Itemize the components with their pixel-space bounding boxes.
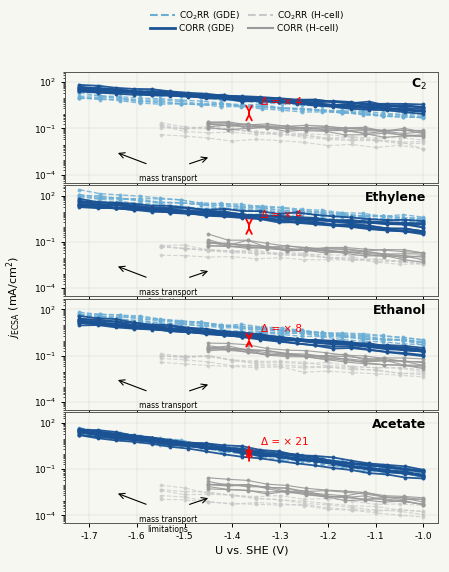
Text: $j_{\mathrm{ECSA}}$ (mA/cm$^2$): $j_{\mathrm{ECSA}}$ (mA/cm$^2$) xyxy=(4,256,23,339)
Text: Δ = × 4: Δ = × 4 xyxy=(261,210,302,220)
Text: Δ = × 4: Δ = × 4 xyxy=(261,97,302,106)
Text: C$_2$: C$_2$ xyxy=(411,77,427,92)
Text: mass transport
limitations: mass transport limitations xyxy=(139,288,197,307)
X-axis label: U vs. SHE (V): U vs. SHE (V) xyxy=(215,546,288,555)
Legend: CO$_2$RR (GDE), CORR (GDE), CO$_2$RR (H-cell), CORR (H-cell): CO$_2$RR (GDE), CORR (GDE), CO$_2$RR (H-… xyxy=(146,6,348,37)
Text: Δ = × 8: Δ = × 8 xyxy=(261,324,302,333)
Text: Ethanol: Ethanol xyxy=(374,304,427,317)
Text: Acetate: Acetate xyxy=(372,418,427,431)
Text: Δ = × 21: Δ = × 21 xyxy=(261,437,308,447)
Text: Ethylene: Ethylene xyxy=(365,190,427,204)
Text: mass transport
limitations: mass transport limitations xyxy=(139,402,197,421)
Text: mass transport
limitations: mass transport limitations xyxy=(139,515,197,534)
Text: mass transport
limitations: mass transport limitations xyxy=(139,174,197,194)
